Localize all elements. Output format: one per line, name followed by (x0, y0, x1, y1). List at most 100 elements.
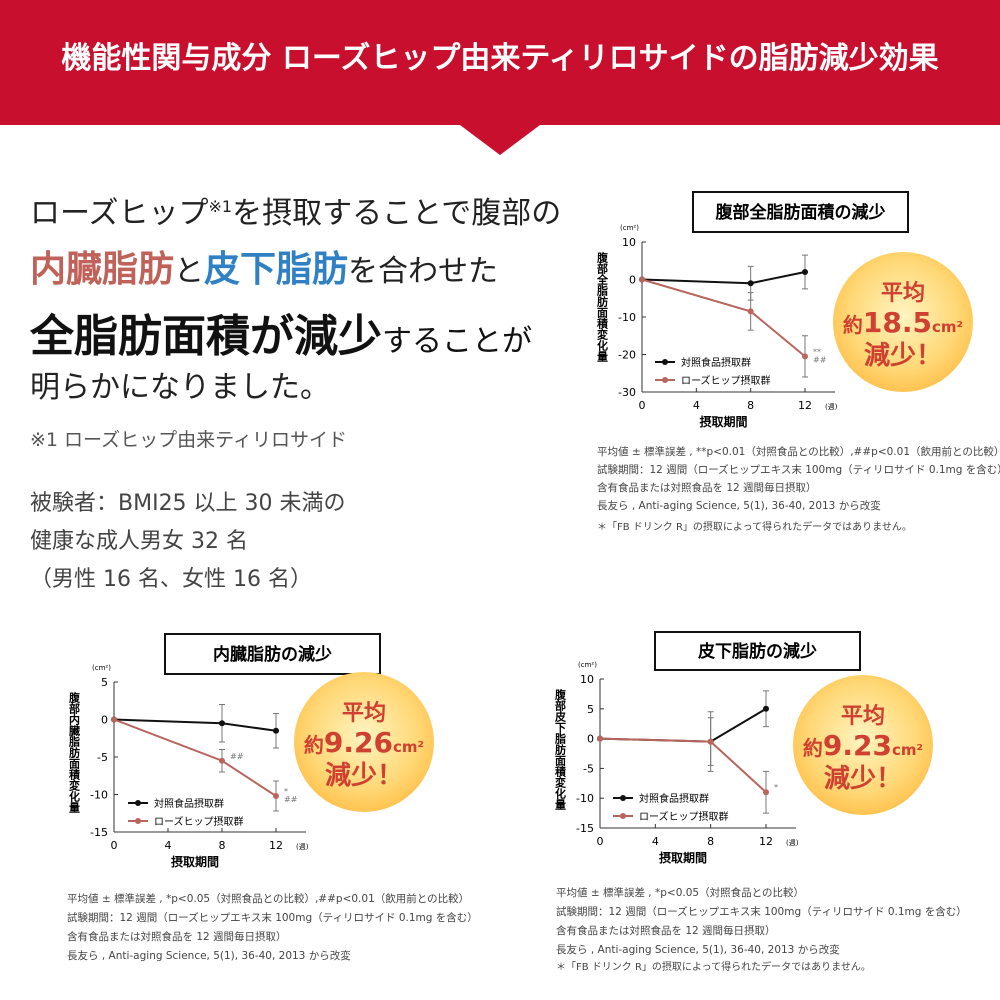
data-point (747, 308, 754, 315)
x-tick-label: 8 (747, 399, 754, 412)
note: 平均値 ± 標準誤差 , *p<0.05（対照食品との比較） (556, 886, 804, 899)
badge-unit: cm² (932, 318, 963, 336)
badge-label: 平均 (342, 700, 386, 726)
series-line (641, 271, 806, 285)
legend-label: ローズヒップ摂取群 (639, 810, 729, 823)
title-box (692, 191, 909, 233)
series-line (599, 707, 767, 743)
y-axis-label: 腹部全脂肪面積変化量 (596, 251, 610, 362)
note: 試験期間：12 週間（ローズヒップエキス末 100mg（ティリロサイド 0.1m… (67, 911, 478, 924)
annotation: ** (813, 347, 821, 356)
x-tick-label: 12 (759, 835, 773, 848)
badge-result: 減少！ (325, 761, 403, 791)
text: ローズヒップ (30, 196, 209, 231)
y-tick-label: -10 (576, 792, 594, 805)
legend-marker (662, 359, 668, 365)
text: を合わせた (348, 254, 499, 289)
x-axis-label: 摂取期間 (659, 850, 707, 865)
badge-unit: cm² (892, 741, 923, 759)
legend-marker (135, 800, 141, 806)
data-point (219, 720, 225, 727)
y-tick-label: 0 (629, 274, 636, 287)
data-point (219, 757, 225, 764)
text: 皮下脂肪 (204, 249, 349, 290)
unit-label: (cm²) (92, 664, 111, 672)
footnote: ※1 ローズヒップ由来ティリロサイド (30, 429, 347, 451)
badge-value: 9.23 (823, 729, 892, 762)
y-tick-label: -15 (576, 822, 594, 835)
text: 全脂肪面積が減少 (30, 311, 382, 362)
intro-line2: 内臓脂肪と皮下脂肪を合わせた (30, 240, 498, 292)
x-tick-label: 12 (798, 399, 812, 412)
annotation: ## (813, 355, 827, 364)
intro-line4: 明らかになりました。 (30, 370, 330, 405)
title-box (654, 631, 861, 671)
intro-line3: 全脂肪面積が減少することが (30, 300, 532, 364)
data-point (707, 738, 714, 745)
data-point (597, 735, 603, 742)
badge-prefix: 約 (304, 733, 324, 757)
annotation: ## (230, 752, 244, 761)
header-band (0, 0, 1000, 155)
y-tick-label: 0 (101, 714, 108, 727)
title-box (164, 633, 381, 675)
intro-line1: ローズヒップ※1を摂取することで腹部の (30, 188, 561, 232)
unit-label: (cm²) (620, 224, 639, 232)
x-tick-label: 0 (639, 399, 646, 412)
legend-label: 対照食品摂取群 (681, 356, 751, 369)
y-axis-label: 腹部内臓脂肪面積変化量 (68, 691, 82, 813)
badge (833, 252, 973, 392)
data-point (273, 727, 279, 734)
data-point (747, 280, 754, 287)
unit-label: (cm²) (578, 661, 597, 669)
y-tick-label: -5 (583, 762, 594, 775)
x-unit: (週) (296, 842, 309, 851)
y-tick-label: -20 (618, 349, 636, 362)
badge-value: 約9.23cm² (803, 729, 923, 762)
legend-label: ローズヒップ摂取群 (154, 815, 244, 828)
data-point (802, 353, 808, 360)
legend-marker (135, 818, 141, 824)
legend-marker (662, 377, 668, 383)
y-tick-label: -10 (90, 789, 108, 802)
text: 健康な成人男女 32 名 (30, 529, 248, 554)
badge-label: 平均 (841, 703, 885, 729)
annotation: * (284, 787, 288, 796)
chart-title: 皮下脂肪の減少 (698, 641, 817, 662)
legend-marker (620, 813, 626, 819)
badge-result: 減少！ (824, 764, 902, 794)
note: 長友ら , Anti-aging Science, 5(1), 36-40, 2… (597, 499, 881, 512)
x-tick-label: 8 (707, 835, 714, 848)
series-line (641, 278, 806, 358)
series-line (599, 737, 767, 793)
text: することが (382, 324, 532, 359)
x-tick-label: 0 (597, 835, 604, 848)
badge-unit: cm² (393, 738, 424, 756)
badge (294, 672, 434, 812)
legend-marker (620, 795, 626, 801)
badge-value: 約9.26cm² (304, 726, 424, 759)
note: 含有食品または対照食品を 12 週間毎日摂取） (556, 924, 776, 937)
y-tick-label: -10 (618, 311, 636, 324)
note: 長友ら , Anti-aging Science, 5(1), 36-40, 2… (556, 943, 840, 956)
data-point (763, 705, 769, 712)
note: 試験期間：12 週間（ローズヒップエキス末 100mg（ティリロサイド 0.1m… (597, 463, 1000, 476)
x-tick-label: 4 (693, 399, 700, 412)
text: ※1 (208, 197, 233, 216)
badge-label: 平均 (881, 280, 925, 306)
y-tick-label: 5 (101, 676, 108, 689)
subjects: 被験者：BMI25 以上 30 未満の 健康な成人男女 32 名 （男性 16 … (30, 485, 346, 599)
series-line (113, 718, 277, 797)
disclaimer: ＊「FB ドリンク R」の摂取によって得られたデータではありません。 (597, 520, 912, 533)
text: と (174, 254, 205, 289)
x-axis-label: 摂取期間 (171, 854, 219, 869)
x-unit: (週) (825, 402, 838, 411)
badge-value: 18.5 (863, 306, 932, 339)
note: 試験期間：12 週間（ローズヒップエキス末 100mg（ティリロサイド 0.1m… (556, 905, 967, 918)
badge-prefix: 約 (843, 313, 863, 337)
disclaimer: ＊「FB ドリンク R」の摂取によって得られたデータではありません。 (556, 960, 871, 973)
note: 平均値 ± 標準誤差 , **p<0.01（対照食品との比較）,##p<0.01… (597, 445, 1000, 458)
badge-prefix: 約 (803, 736, 823, 760)
badge-value: 9.26 (324, 726, 393, 759)
